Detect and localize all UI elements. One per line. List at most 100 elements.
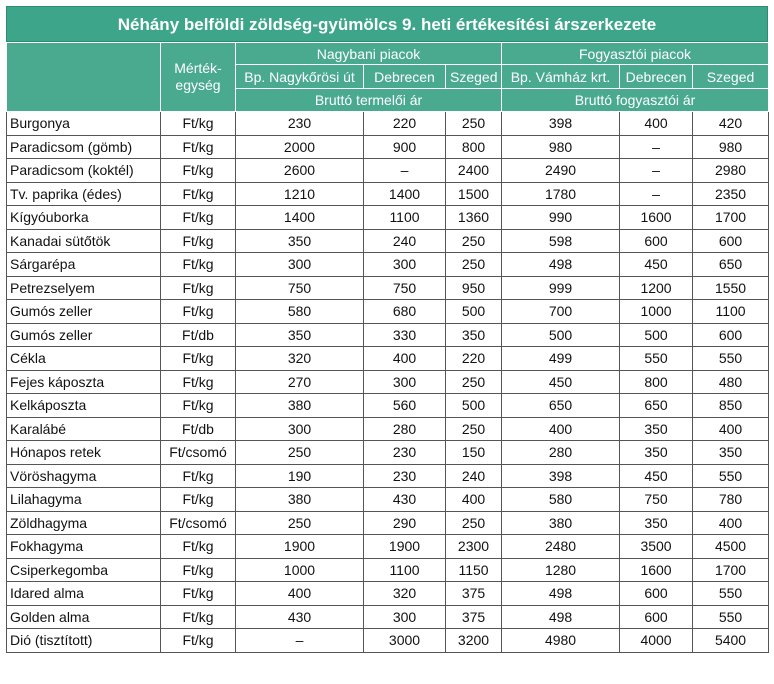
product-name-cell: Cékla [6, 346, 161, 371]
product-name-cell: Dió (tisztított) [6, 628, 161, 653]
unit-cell: Ft/kg [160, 463, 236, 488]
price-szeged-wholesale-cell: 220 [444, 346, 503, 371]
price-szeged-consumer-cell: 1700 [692, 557, 770, 582]
price-bp-nagykorosi-cell: 190 [235, 463, 364, 488]
price-szeged-consumer-cell: 1100 [692, 299, 770, 324]
unit-cell: Ft/kg [160, 534, 236, 559]
unit-cell: Ft/kg [160, 275, 236, 300]
price-debrecen-consumer-cell: 500 [619, 322, 694, 347]
unit-cell: Ft/kg [160, 205, 236, 230]
price-debrecen-wholesale-cell: 330 [363, 322, 446, 347]
price-szeged-wholesale-cell: 375 [444, 604, 503, 629]
table-row: Lilahagyma Ft/kg 380 430 400 580 750 780 [6, 487, 770, 512]
price-debrecen-consumer-cell: 350 [619, 440, 694, 465]
price-debrecen-wholesale-cell: 900 [363, 134, 446, 159]
price-bp-vamhaz-cell: 980 [501, 134, 621, 159]
price-szeged-consumer-cell: 600 [692, 322, 770, 347]
price-debrecen-consumer-cell: 450 [619, 252, 694, 277]
price-szeged-wholesale-cell: 2300 [444, 534, 503, 559]
header-market-debrecen-consumer: Debrecen [619, 64, 694, 89]
unit-cell: Ft/db [160, 322, 236, 347]
unit-cell: Ft/kg [160, 158, 236, 183]
price-bp-nagykorosi-cell: 300 [235, 252, 364, 277]
price-bp-vamhaz-cell: 990 [501, 205, 621, 230]
price-debrecen-consumer-cell: 1200 [619, 275, 694, 300]
table-row: Fejes káposzta Ft/kg 270 300 250 450 800 480 [6, 369, 770, 394]
price-bp-nagykorosi-cell: 350 [235, 228, 364, 253]
price-debrecen-wholesale-cell: 1900 [363, 534, 446, 559]
price-szeged-consumer-cell: 550 [692, 463, 770, 488]
price-bp-vamhaz-cell: 2480 [501, 534, 621, 559]
price-szeged-consumer-cell: 650 [692, 252, 770, 277]
price-bp-nagykorosi-cell: 2000 [235, 134, 364, 159]
price-szeged-wholesale-cell: 800 [444, 134, 503, 159]
header-market-debrecen-wholesale: Debrecen [363, 64, 446, 89]
price-szeged-wholesale-cell: 400 [444, 487, 503, 512]
product-name-cell: Idared alma [6, 581, 161, 606]
product-name-cell: Fokhagyma [6, 534, 161, 559]
price-szeged-wholesale-cell: 250 [444, 228, 503, 253]
price-szeged-wholesale-cell: 2400 [444, 158, 503, 183]
unit-cell: Ft/db [160, 416, 236, 441]
price-debrecen-consumer-cell: 350 [619, 510, 694, 535]
product-name-cell: Kelkáposzta [6, 393, 161, 418]
price-debrecen-wholesale-cell: 430 [363, 487, 446, 512]
price-bp-nagykorosi-cell: 1210 [235, 181, 364, 206]
price-debrecen-wholesale-cell: 1100 [363, 205, 446, 230]
table-row: Fokhagyma Ft/kg 1900 1900 2300 2480 3500 4500 [6, 534, 770, 559]
product-name-cell: Zöldhagyma [6, 510, 161, 535]
table-title: Néhány belföldi zöldség-gyümölcs 9. heti… [6, 6, 768, 42]
price-szeged-consumer-cell: 4500 [692, 534, 770, 559]
price-debrecen-wholesale-cell: 290 [363, 510, 446, 535]
price-debrecen-consumer-cell: 1000 [619, 299, 694, 324]
table-row: Golden alma Ft/kg 430 300 375 498 600 550 [6, 604, 770, 629]
price-debrecen-consumer-cell: 600 [619, 228, 694, 253]
unit-cell: Ft/kg [160, 581, 236, 606]
price-szeged-consumer-cell: 550 [692, 604, 770, 629]
price-bp-vamhaz-cell: 498 [501, 604, 621, 629]
price-szeged-wholesale-cell: 350 [444, 322, 503, 347]
product-name-cell: Paradicsom (gömb) [6, 134, 161, 159]
price-szeged-wholesale-cell: 500 [444, 393, 503, 418]
price-szeged-wholesale-cell: 3200 [444, 628, 503, 653]
price-szeged-wholesale-cell: 500 [444, 299, 503, 324]
price-debrecen-consumer-cell: 550 [619, 346, 694, 371]
price-debrecen-wholesale-cell: 3000 [363, 628, 446, 653]
price-bp-nagykorosi-cell: 250 [235, 440, 364, 465]
price-bp-nagykorosi-cell: 2600 [235, 158, 364, 183]
price-bp-nagykorosi-cell: 380 [235, 487, 364, 512]
table-row: Dió (tisztított) Ft/kg –3000 3200 4980 4000 54… [6, 628, 770, 653]
price-bp-vamhaz-cell: 398 [501, 463, 621, 488]
price-debrecen-wholesale-cell: 230 [363, 463, 446, 488]
price-szeged-consumer-cell: 1550 [692, 275, 770, 300]
price-bp-nagykorosi-cell: 400 [235, 581, 364, 606]
price-bp-nagykorosi-cell: 1400 [235, 205, 364, 230]
header-market-szeged-consumer: Szeged [692, 64, 770, 89]
price-bp-nagykorosi-cell: 350 [235, 322, 364, 347]
product-name-cell: Gumós zeller [6, 299, 161, 324]
table-row: Hónapos retek Ft/csomó 250 230 150 280 350 350 [6, 440, 770, 465]
price-debrecen-consumer-cell: – [619, 181, 694, 206]
product-name-cell: Karalábé [6, 416, 161, 441]
product-name-cell: Gumós zeller [6, 322, 161, 347]
table-row: Gumós zeller Ft/db 350 330 350 500 500 600 [6, 322, 770, 347]
price-szeged-wholesale-cell: 250 [444, 510, 503, 535]
product-name-cell: Burgonya [6, 111, 161, 136]
price-debrecen-wholesale-cell: 300 [363, 369, 446, 394]
table-row: Kelkáposzta Ft/kg 380 560 500 650 650 850 [6, 393, 770, 418]
table-body: Burgonya Ft/kg 230 220 250 398 400 420 Paradicso… [6, 111, 770, 653]
product-name-cell: Hónapos retek [6, 440, 161, 465]
product-name-cell: Paradicsom (koktél) [6, 158, 161, 183]
price-szeged-consumer-cell: 420 [692, 111, 770, 136]
price-debrecen-consumer-cell: 450 [619, 463, 694, 488]
price-szeged-wholesale-cell: 250 [444, 369, 503, 394]
price-debrecen-consumer-cell: 600 [619, 581, 694, 606]
header-wholesale-price: Bruttó termelői ár [234, 88, 503, 112]
table-row: Paradicsom (gömb) Ft/kg 2000 900 800 980–980 [6, 134, 770, 159]
price-szeged-consumer-cell: 550 [692, 581, 770, 606]
price-debrecen-consumer-cell: 400 [619, 111, 694, 136]
price-szeged-consumer-cell: 780 [692, 487, 770, 512]
price-table: Mérték-egység Nagybani piacok Fogyasztói… [6, 42, 770, 653]
header-consumer-price: Bruttó fogyasztói ár [501, 88, 770, 112]
price-szeged-wholesale-cell: 240 [444, 463, 503, 488]
